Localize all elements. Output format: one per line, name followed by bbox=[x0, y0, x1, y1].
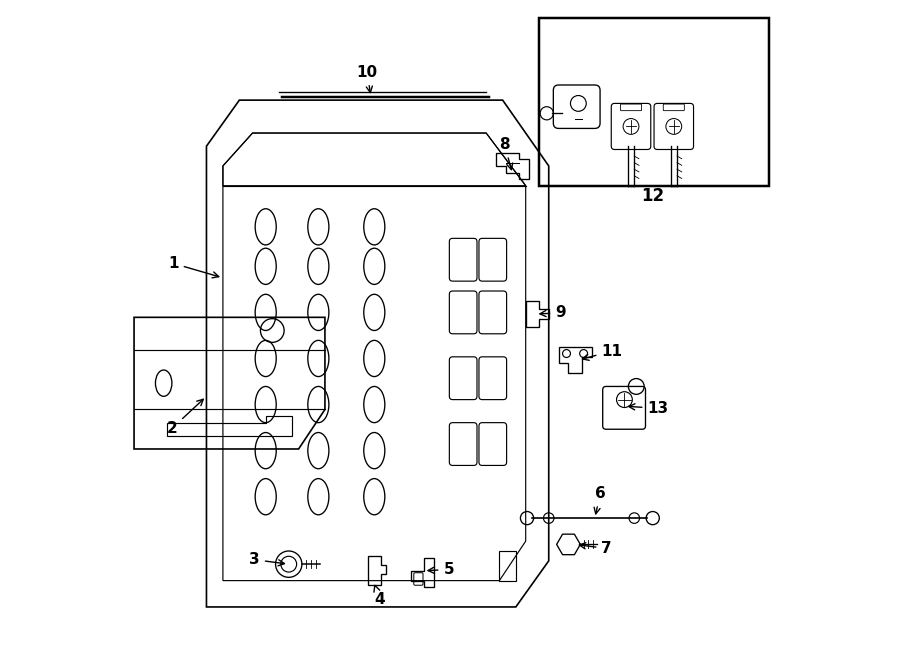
Text: 3: 3 bbox=[249, 552, 284, 567]
Text: 7: 7 bbox=[580, 541, 612, 556]
Text: 2: 2 bbox=[167, 399, 203, 436]
Bar bbox=[500, 551, 516, 580]
Text: 9: 9 bbox=[540, 305, 566, 321]
Text: 12: 12 bbox=[641, 186, 664, 204]
Text: 8: 8 bbox=[500, 137, 513, 170]
Text: 11: 11 bbox=[582, 344, 623, 360]
Text: 6: 6 bbox=[594, 486, 606, 514]
Text: 1: 1 bbox=[168, 256, 219, 278]
Text: 4: 4 bbox=[374, 586, 385, 607]
Text: 13: 13 bbox=[629, 401, 669, 416]
Text: 5: 5 bbox=[428, 562, 454, 577]
Bar bbox=[539, 18, 770, 186]
Text: 10: 10 bbox=[356, 65, 378, 93]
